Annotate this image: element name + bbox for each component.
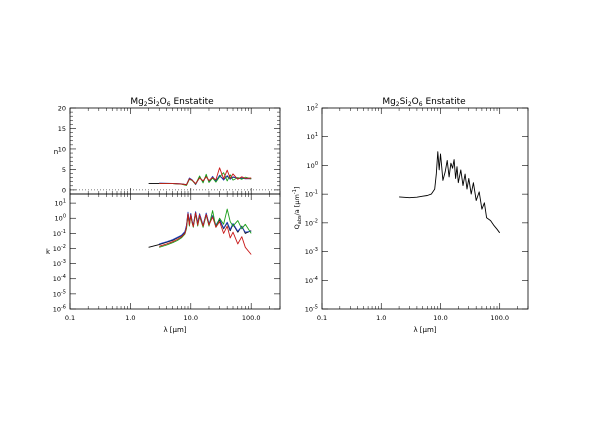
panel-n-frame bbox=[69, 107, 281, 195]
x-tick-label: 1.0 bbox=[125, 314, 135, 322]
y-tick-label: 10-5 bbox=[53, 289, 66, 298]
y-tick-label: 20 bbox=[58, 105, 66, 113]
x-tick-label: 10.0 bbox=[433, 314, 447, 322]
y-tick-label: 10-2 bbox=[305, 218, 318, 227]
y-tick-label: 10-5 bbox=[305, 305, 318, 314]
y-tick-label: 15 bbox=[58, 125, 66, 133]
right-frame bbox=[321, 107, 529, 310]
right-ticks: 10-5 10-4 10-3 10-2 10-1 100 101 102 bbox=[305, 104, 529, 314]
panel-k-frame bbox=[69, 193, 281, 310]
series-line-0 bbox=[399, 151, 501, 234]
right-chart-title: Mg2Si2O6 Enstatite bbox=[382, 97, 466, 108]
right-x-axis: 0.1 1.0 10.0 100.0 bbox=[317, 314, 509, 322]
y-tick-label: 10-1 bbox=[53, 229, 66, 238]
right-chart: Mg2Si2O6 Enstatite 10-510-410-310-210-11… bbox=[292, 97, 529, 334]
right-ylabel: Qabs/a [μm-1] bbox=[292, 187, 303, 230]
panel-k-ticks: 10-6 10-5 10-4 10-3 10-2 10-1 100 101 bbox=[53, 194, 281, 314]
panel-k-plot bbox=[148, 208, 252, 255]
panel-n-ylabel: n bbox=[54, 148, 58, 156]
y-tick-label: 10-3 bbox=[305, 247, 318, 256]
y-tick-label: 10-3 bbox=[53, 259, 66, 268]
series-line-3 bbox=[159, 167, 252, 186]
left-x-axis: 0.1 1.0 10.0 100.0 bbox=[65, 314, 261, 322]
x-tick-label: 10.0 bbox=[184, 314, 198, 322]
x-tick-label: 100.0 bbox=[242, 314, 261, 322]
y-tick-label: 101 bbox=[55, 199, 66, 208]
panel-n-plot bbox=[148, 167, 252, 186]
y-tick-label: 10-4 bbox=[53, 274, 66, 283]
right-plot bbox=[399, 151, 501, 234]
left-xlabel: λ [μm] bbox=[163, 326, 186, 334]
y-tick-label: 100 bbox=[307, 161, 318, 170]
x-tick-label: 0.1 bbox=[65, 314, 75, 322]
y-tick-label: 101 bbox=[307, 132, 318, 141]
series-line-1 bbox=[159, 211, 252, 245]
x-tick-label: 1.0 bbox=[376, 314, 386, 322]
right-xlabel: λ [μm] bbox=[413, 326, 436, 334]
x-tick-label: 0.1 bbox=[317, 314, 327, 322]
x-tick-label: 100.0 bbox=[490, 314, 509, 322]
series-line-3 bbox=[159, 212, 252, 255]
panel-n-ticks: 0 5 10 15 20 bbox=[58, 105, 281, 194]
y-tick-label: 10-6 bbox=[53, 305, 66, 314]
y-tick-label: 10 bbox=[58, 145, 66, 153]
y-tick-label: 0 bbox=[62, 186, 66, 194]
left-chart-title: Mg2Si2O6 Enstatite bbox=[130, 97, 214, 108]
y-tick-label: 102 bbox=[307, 104, 318, 113]
y-tick-label: 5 bbox=[62, 166, 66, 174]
y-tick-label: 10-2 bbox=[53, 244, 66, 253]
panel-k-ylabel: k bbox=[46, 248, 51, 256]
y-tick-label: 10-4 bbox=[305, 276, 318, 285]
y-tick-label: 10-1 bbox=[305, 190, 318, 199]
y-tick-label: 100 bbox=[55, 214, 66, 223]
